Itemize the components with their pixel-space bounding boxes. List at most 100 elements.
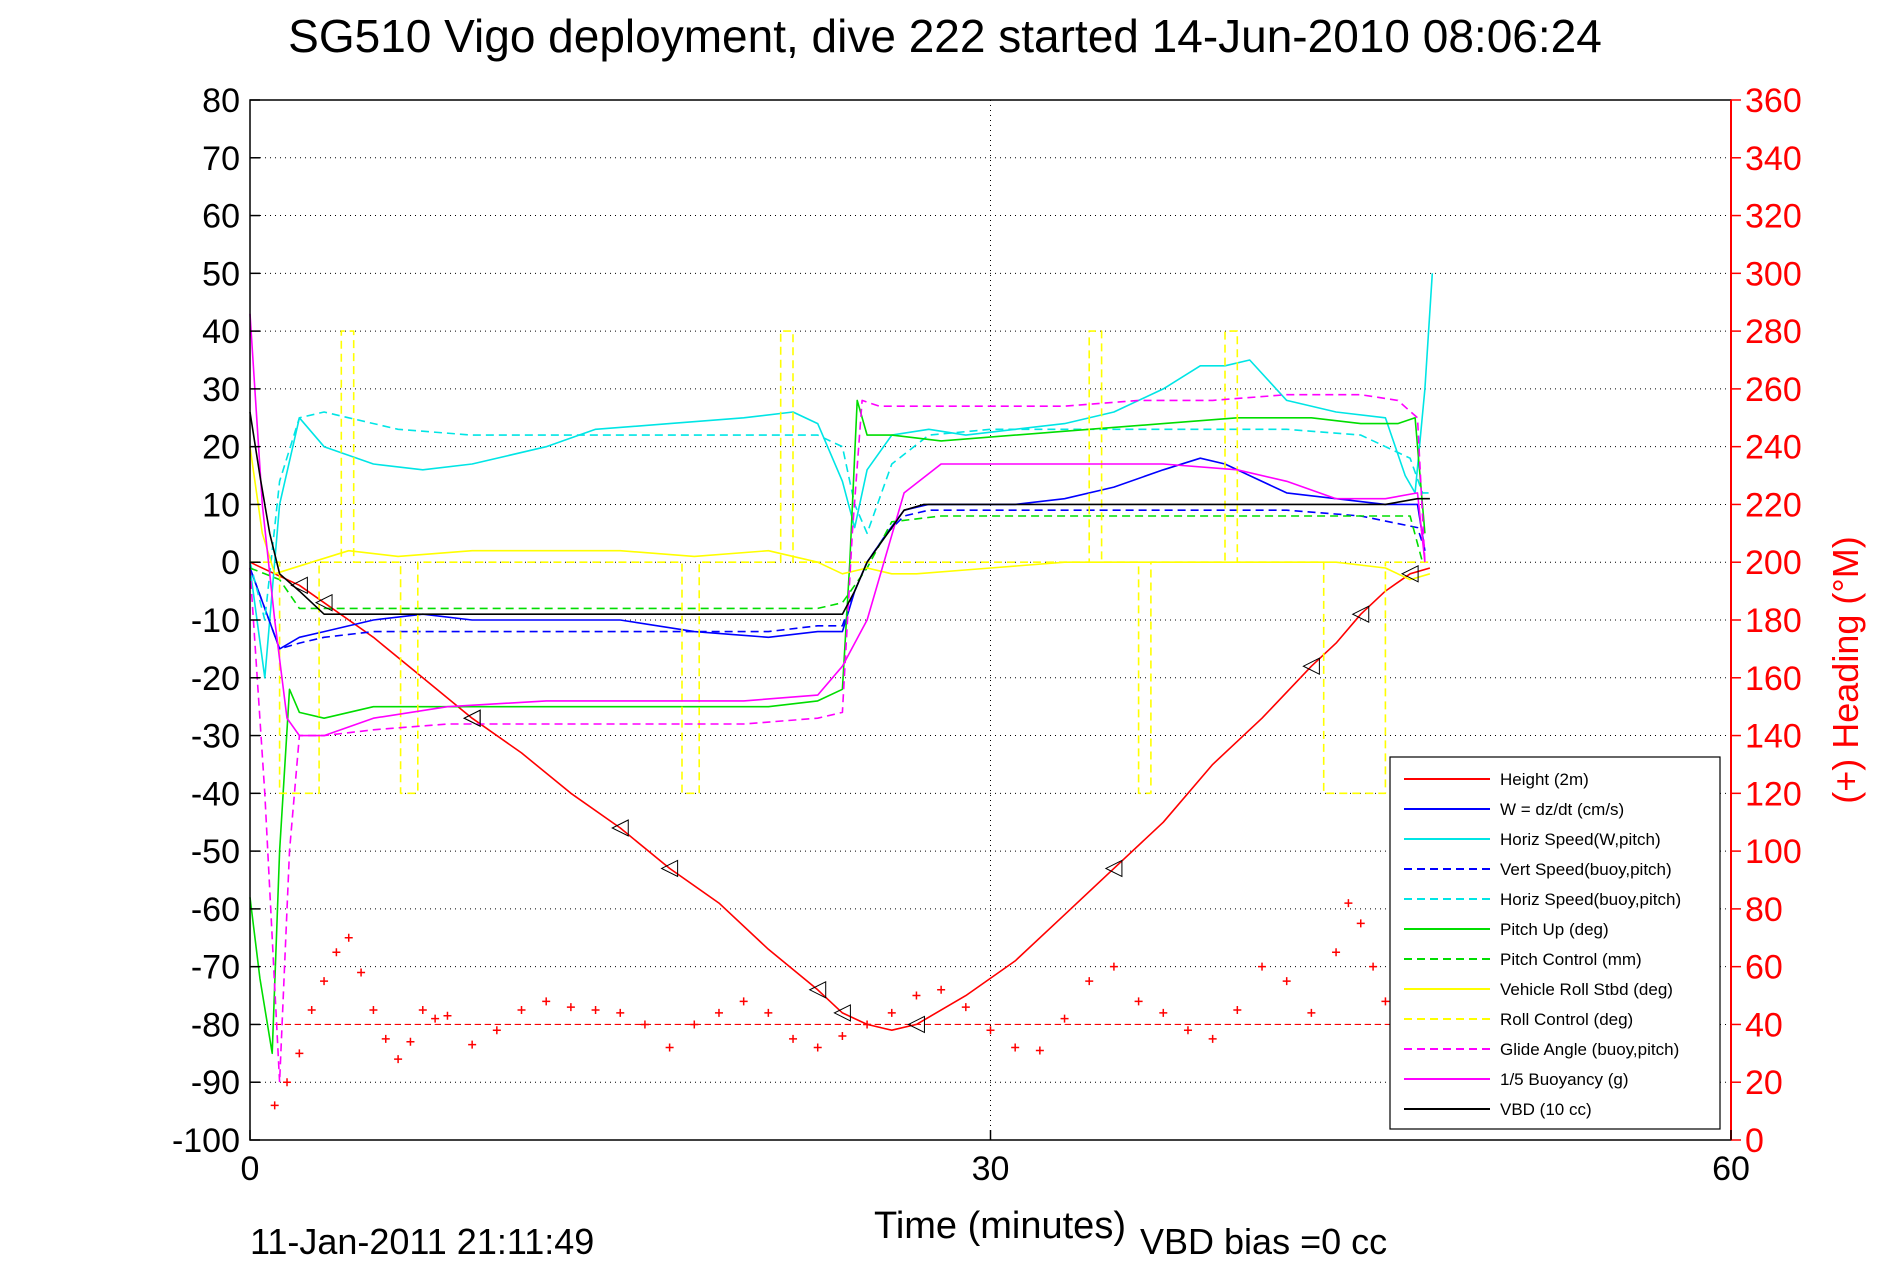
tick-label-right: 280 — [1745, 313, 1802, 351]
tick-label-left: -20 — [191, 660, 240, 698]
height-triangle-marker — [833, 1004, 851, 1022]
heading-marker — [542, 997, 551, 1006]
heading-marker — [332, 948, 341, 957]
heading-marker — [1332, 948, 1341, 957]
tick-label-left: 30 — [202, 371, 240, 409]
tick-label-right: 320 — [1745, 198, 1802, 236]
tick-label-right: 80 — [1745, 891, 1783, 929]
legend: Height (2m) W = dz/dt (cm/s) Horiz Speed(W… — [1389, 756, 1721, 1130]
series-line-glide-angle-buoy-pitch — [249, 393, 1426, 1083]
heading-marker — [1282, 977, 1291, 986]
height-triangle-marker — [808, 980, 827, 999]
series-line-horiz-speed-buoy-pitch — [249, 411, 1430, 621]
heading-marker — [369, 1006, 378, 1014]
tick-label-right: 160 — [1745, 660, 1802, 698]
footer-timestamp: 11-Jan-2011 21:11:49 — [250, 1221, 594, 1262]
heading-marker — [283, 1078, 292, 1087]
tick-label-right: 40 — [1745, 1006, 1783, 1044]
right-axis-label: (+) Heading (°M) — [1825, 536, 1866, 803]
tick-label-left: -100 — [172, 1122, 240, 1160]
series-line-vbd-10-cc — [249, 411, 1430, 616]
legend-label: Horiz Speed(buoy,pitch) — [1500, 890, 1681, 909]
series-line-vehicle-roll-stbd-deg — [249, 446, 1431, 581]
heading-marker — [295, 1049, 304, 1058]
legend-label: Glide Angle (buoy,pitch) — [1500, 1040, 1679, 1059]
heading-marker — [394, 1055, 403, 1064]
heading-marker — [961, 1003, 970, 1012]
heading-marker — [381, 1034, 390, 1043]
heading-marker — [1233, 1006, 1242, 1014]
tick-label-left: 80 — [202, 82, 240, 120]
tick-label-right: 240 — [1745, 429, 1802, 467]
legend-box — [1389, 756, 1721, 1130]
heading-marker — [443, 1011, 452, 1020]
series-line-horiz-speed-w-pitch — [249, 273, 1434, 679]
heading-marker — [1344, 899, 1353, 908]
heading-marker — [813, 1043, 822, 1052]
heading-marker — [307, 1006, 316, 1014]
heading-marker — [739, 997, 748, 1006]
tick-label-left: 60 — [202, 198, 240, 236]
axes-layer: 80706050403020100-10-20-30-40-50-60-70-8… — [172, 82, 1802, 1188]
series-line-1-5-buoyancy-g — [249, 313, 1426, 737]
tick-label-left: -90 — [191, 1064, 240, 1102]
series-layer — [249, 273, 1434, 1083]
legend-label: 1/5 Buoyancy (g) — [1500, 1070, 1629, 1089]
heading-marker — [690, 1020, 699, 1029]
heading-marker — [986, 1026, 995, 1035]
tick-label-left: -50 — [191, 833, 240, 871]
tick-label-right: 180 — [1745, 602, 1802, 640]
heading-marker — [418, 1006, 427, 1014]
legend-label: Height (2m) — [1500, 770, 1589, 789]
tick-label-left: -10 — [191, 602, 240, 640]
heading-marker — [517, 1006, 526, 1014]
tick-label-bottom: 60 — [1712, 1150, 1750, 1188]
legend-label: Pitch Up (deg) — [1500, 920, 1609, 939]
heading-marker — [1085, 977, 1094, 986]
series-line-pitch-control-mm — [249, 515, 1424, 610]
heading-marker — [1035, 1046, 1044, 1055]
tick-label-left: 70 — [202, 140, 240, 178]
heading-marker — [406, 1037, 415, 1046]
heading-marker — [887, 1008, 896, 1017]
heading-marker — [1011, 1043, 1020, 1052]
tick-label-right: 200 — [1745, 544, 1802, 582]
tick-label-left: 20 — [202, 429, 240, 467]
heading-marker — [1307, 1008, 1316, 1017]
tick-label-left: -70 — [191, 949, 240, 987]
heading-marker — [1356, 919, 1365, 928]
tick-label-left: -80 — [191, 1006, 240, 1044]
heading-marker — [591, 1006, 600, 1014]
tick-label-right: 60 — [1745, 949, 1783, 987]
height-triangle-marker — [1302, 657, 1320, 676]
heading-marker — [431, 1014, 440, 1023]
heading-marker — [1258, 962, 1267, 971]
heading-marker — [566, 1003, 575, 1012]
heading-marker — [714, 1008, 723, 1017]
heading-marker — [665, 1043, 674, 1052]
tick-label-right: 360 — [1745, 82, 1802, 120]
footer-vbd-bias: VBD bias =0 cc — [1140, 1221, 1387, 1262]
tick-label-bottom: 30 — [972, 1150, 1010, 1188]
heading-marker — [912, 991, 921, 1000]
heading-marker — [357, 968, 366, 977]
tick-label-left: -40 — [191, 775, 240, 813]
heading-marker — [937, 985, 946, 994]
legend-label: Roll Control (deg) — [1500, 1010, 1633, 1029]
height-triangle-marker — [611, 819, 629, 837]
legend-label: Horiz Speed(W,pitch) — [1500, 830, 1661, 849]
tick-label-left: 0 — [221, 544, 240, 582]
heading-marker — [789, 1034, 798, 1043]
heading-marker — [468, 1040, 477, 1049]
tick-label-right: 300 — [1745, 255, 1802, 293]
legend-label: VBD (10 cc) — [1500, 1100, 1592, 1119]
legend-label: W = dz/dt (cm/s) — [1500, 800, 1624, 819]
height-triangle-marker — [1351, 605, 1370, 624]
tick-label-right: 140 — [1745, 718, 1802, 756]
height-triangle-marker — [1401, 564, 1419, 583]
heading-marker — [838, 1032, 847, 1040]
heading-marker — [1060, 1014, 1069, 1023]
x-axis-label: Time (minutes) — [874, 1205, 1126, 1247]
height-triangle-marker — [907, 1015, 925, 1034]
tick-label-left: 10 — [202, 486, 240, 524]
